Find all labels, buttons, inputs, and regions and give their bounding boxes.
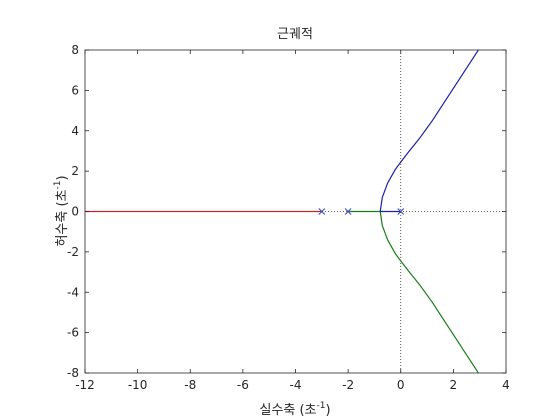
y-tick-label: -4 — [67, 285, 79, 299]
y-axis: -8 -6 -4 -2 0 2 4 6 8 — [67, 43, 506, 380]
y-tick-label: -2 — [67, 245, 79, 259]
x-tick-label: -6 — [237, 378, 249, 392]
y-tick-label: 8 — [71, 43, 79, 57]
x-tick-label: -12 — [75, 378, 95, 392]
pole-markers — [318, 208, 405, 215]
y-tick-label: 4 — [71, 124, 79, 138]
locus-branch-3 — [379, 211, 480, 373]
y-tick-label: 0 — [71, 205, 79, 219]
locus-branch-5 — [379, 50, 480, 212]
y-axis-label-sup: -1 — [53, 181, 63, 190]
x-tick-label: -10 — [128, 378, 148, 392]
x-tick-label: 4 — [502, 378, 510, 392]
x-tick-label: -2 — [342, 378, 354, 392]
x-tick-label: 0 — [397, 378, 405, 392]
pole-marker-3 — [318, 208, 326, 215]
x-axis: -12 -10 -8 -6 -4 -2 0 2 4 — [75, 50, 510, 392]
y-tick-label: -6 — [67, 326, 79, 340]
chart-title: 근궤적 — [277, 27, 313, 42]
series-layer — [85, 50, 480, 373]
y-axis-label: 허수축 (초-1) — [53, 175, 70, 246]
x-tick-label: -4 — [290, 378, 302, 392]
y-axis-label-close: ) — [55, 175, 70, 180]
x-tick-label: -8 — [184, 378, 196, 392]
x-tick-label: 2 — [450, 378, 458, 392]
x-axis-label-main: 실수축 (초 — [259, 403, 316, 418]
y-tick-label: -8 — [67, 366, 79, 380]
y-axis-label-main: 허수축 (초 — [55, 189, 70, 246]
x-axis-label: 실수축 (초-1) — [259, 401, 330, 418]
x-axis-label-close: ) — [325, 403, 330, 418]
y-tick-label: 6 — [71, 83, 79, 97]
pole-marker-2 — [344, 208, 352, 215]
pole-marker-1 — [397, 208, 405, 215]
x-axis-label-sup: -1 — [316, 401, 325, 411]
y-tick-label: 2 — [71, 164, 79, 178]
